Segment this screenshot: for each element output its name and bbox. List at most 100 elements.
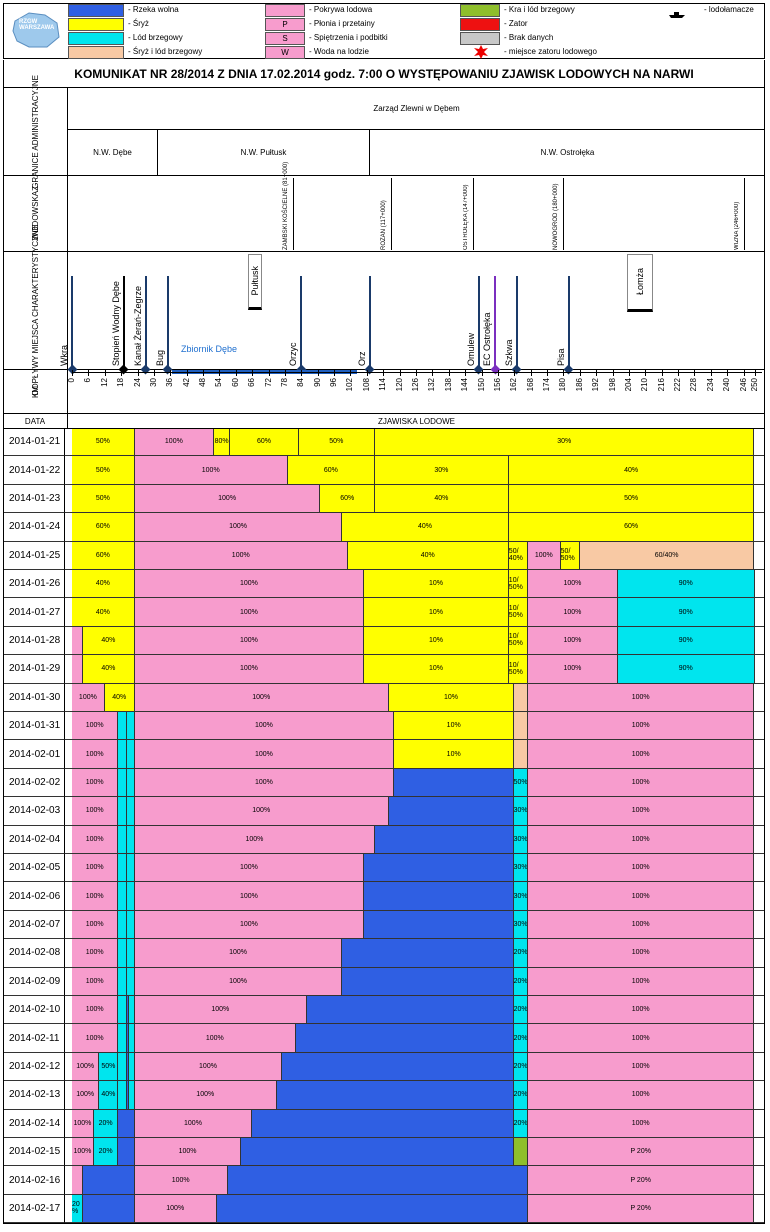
legend-swatch: P [265,18,305,31]
km-tick-label: 30 [148,378,158,387]
legend-swatch [68,4,124,17]
km-tick [579,370,581,376]
ice-segment: 20 % [72,1194,83,1224]
ice-segment: 100% [527,683,755,712]
km-tick-label: 24 [132,378,142,387]
row-date: 2014-02-01 [3,740,65,769]
ice-segment [126,996,130,1025]
tributary-label: Szkwa [503,339,514,366]
ice-segment: 40% [99,1081,119,1110]
tributary-label: Bug [154,349,165,366]
ice-segment: 40% [508,456,755,485]
legend-label: - miejsce zatoru lodowego [504,47,597,56]
legend-label: - Śryż [128,19,149,28]
km-tick [497,370,499,376]
row-date: 2014-02-09 [3,967,65,996]
legend-swatch: W [265,46,305,59]
ice-segment: 100% [134,797,389,826]
tributaries-row: Wkra Stopień Wodny Dębe Kanał Żerań-Zegrze… [59,252,765,375]
row-date: 2014-01-29 [3,655,65,684]
ice-segment [82,1166,135,1195]
ice-segment: 100% [527,1024,755,1053]
km-tick [399,370,401,376]
ice-segment: 50% [72,484,135,514]
km-tick [415,370,417,376]
km-tick [694,370,696,376]
ice-segment: 30% [514,854,528,883]
km-tick-label: 250 [749,378,759,392]
ice-segment: 100% [134,655,365,684]
gauge-line [473,178,475,250]
km-tick-label: 96 [329,378,339,387]
legend-swatch [68,32,124,45]
km-tick-label: 138 [443,378,453,392]
km-tick [563,370,565,376]
ice-segment: 10% [388,683,515,712]
ice-segment [514,712,528,741]
ice-segment [394,768,515,798]
ice-segment: 100% [134,712,395,741]
km-tick [612,370,614,376]
ice-segment: 10/ 50% [508,626,528,656]
ice-segment [82,1194,135,1224]
legend-label: - Zator [504,19,528,28]
nw-ostroleka: N.W. Ostrołęka [370,130,765,176]
km-tick [628,370,630,376]
ice-segment: 50% [514,768,528,798]
km-tick-label: 204 [623,378,633,392]
km-tick [596,370,598,376]
ice-segment: 60% [508,513,755,542]
km-tick-label: 90 [312,378,322,387]
km-tick-label: 150 [476,378,486,392]
km-tick [465,370,467,376]
km-tick-label: 36 [165,378,175,387]
ice-segment: 100% [72,939,119,968]
km-tick-label: 192 [591,378,601,392]
km-tick [661,370,663,376]
km-tick-label: 144 [460,378,470,392]
ice-segment: 100% [134,570,365,599]
ice-segment: 100% [134,996,307,1025]
row-date: 2014-02-05 [3,854,65,883]
ice-segment: 50% [508,484,755,514]
ice-segment: 100% [72,740,119,769]
gauge-label: NOWOGRÓD (180+000) [553,183,560,250]
ice-segment [72,655,83,684]
ice-segment: 100% [134,513,343,542]
ice-segment [126,967,135,996]
row-date: 2014-02-03 [3,797,65,826]
km-tick [170,370,172,376]
ice-segment: 20% [514,1081,528,1110]
legend-swatch [460,4,500,17]
ice-segment: P 20% [527,1166,755,1195]
km-tick [153,370,155,376]
row-label-admin: GRANICE ADMINISTRACYJNE [3,75,68,188]
legend-swatch: S [265,32,305,45]
ice-segment: 40% [72,598,135,627]
ice-segment [72,1166,83,1195]
km-tick [350,370,352,376]
ice-segment: 100% [134,910,365,940]
tributary-line [300,276,303,370]
ice-segment [129,1024,135,1053]
ice-segment: 90% [618,598,755,627]
km-tick [754,370,756,376]
km-tick [268,370,270,376]
reservoir-label: Zbiornik Dębe [181,344,238,354]
ice-segment [118,1081,127,1110]
ice-segment: 100% [527,712,755,741]
ice-segment: 100% [527,939,755,968]
ice-segment: 100% [134,1081,277,1110]
km-tick-label: 6 [83,378,93,383]
ice-segment: 20% [514,1109,528,1138]
km-row: 0 6 12 18 24 30 36 42 48 54 60 66 72 78 84 90 96 102 108 11… [67,370,765,414]
ice-segment: 100% [72,1081,100,1110]
ice-segment [126,797,135,826]
ice-segment: 100% [527,740,755,769]
ice-segment [118,939,127,968]
km-axis-line [72,372,762,373]
tributary-label: Wkra [59,345,69,366]
ice-segment [118,882,127,911]
legend-bar: RZGW WARSZAWA [3,3,765,59]
tributary-line [368,276,371,370]
